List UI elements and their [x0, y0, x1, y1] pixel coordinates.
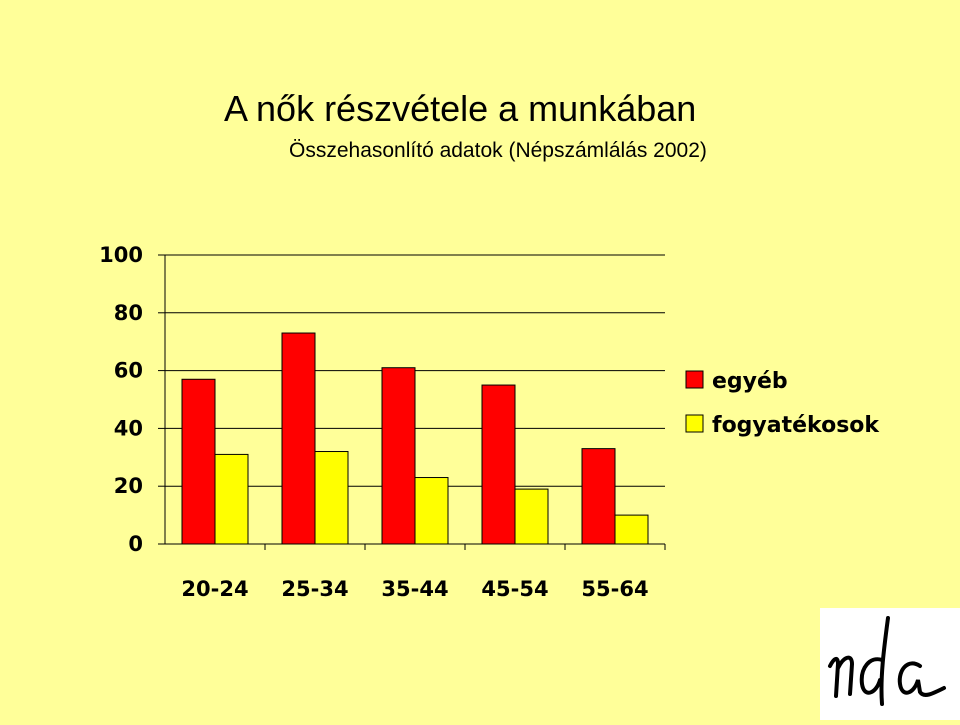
x-tick-labels: 20-24 25-34 35-44 45-54 55-64	[181, 577, 648, 601]
bar-series-2	[614, 514, 649, 545]
bar-series-1	[581, 448, 616, 545]
chart-title: A nők részvétele a munkában	[224, 88, 697, 129]
x-tick-label: 35-44	[381, 577, 448, 601]
legend-label: fogyatékosok	[712, 413, 880, 438]
bar-series-1	[181, 378, 216, 545]
y-tick-labels: 0 20 40 60 80 100	[99, 243, 143, 556]
x-tick-label: 25-34	[281, 577, 348, 601]
x-tick-label: 20-24	[181, 577, 248, 601]
bar-series-1	[481, 384, 516, 545]
y-tick-label: 0	[128, 532, 143, 556]
legend-swatch	[685, 370, 704, 389]
axes	[158, 254, 666, 550]
legend-label: egyéb	[712, 369, 788, 394]
nda-logo	[820, 608, 960, 720]
bar-series-2	[214, 453, 249, 545]
legend: egyéb fogyatékosok	[685, 369, 880, 438]
y-tick-label: 80	[114, 301, 143, 325]
bar-series-1	[281, 332, 316, 545]
bar-series-1	[381, 367, 416, 545]
bar-series-2	[314, 451, 349, 545]
y-tick-label: 60	[114, 359, 143, 383]
bar-series-2	[514, 488, 549, 545]
y-tick-label: 20	[114, 474, 143, 498]
nda-logo-mark	[828, 616, 946, 706]
chart-subtitle: Összehasonlító adatok (Népszámlálás 2002…	[289, 139, 707, 162]
y-tick-label: 100	[99, 243, 143, 267]
bar-series-2	[414, 477, 449, 545]
legend-swatch	[685, 414, 704, 433]
bars	[181, 332, 649, 545]
x-tick-label: 45-54	[481, 577, 548, 601]
x-tick-label: 55-64	[581, 577, 648, 601]
y-tick-label: 40	[114, 416, 143, 440]
